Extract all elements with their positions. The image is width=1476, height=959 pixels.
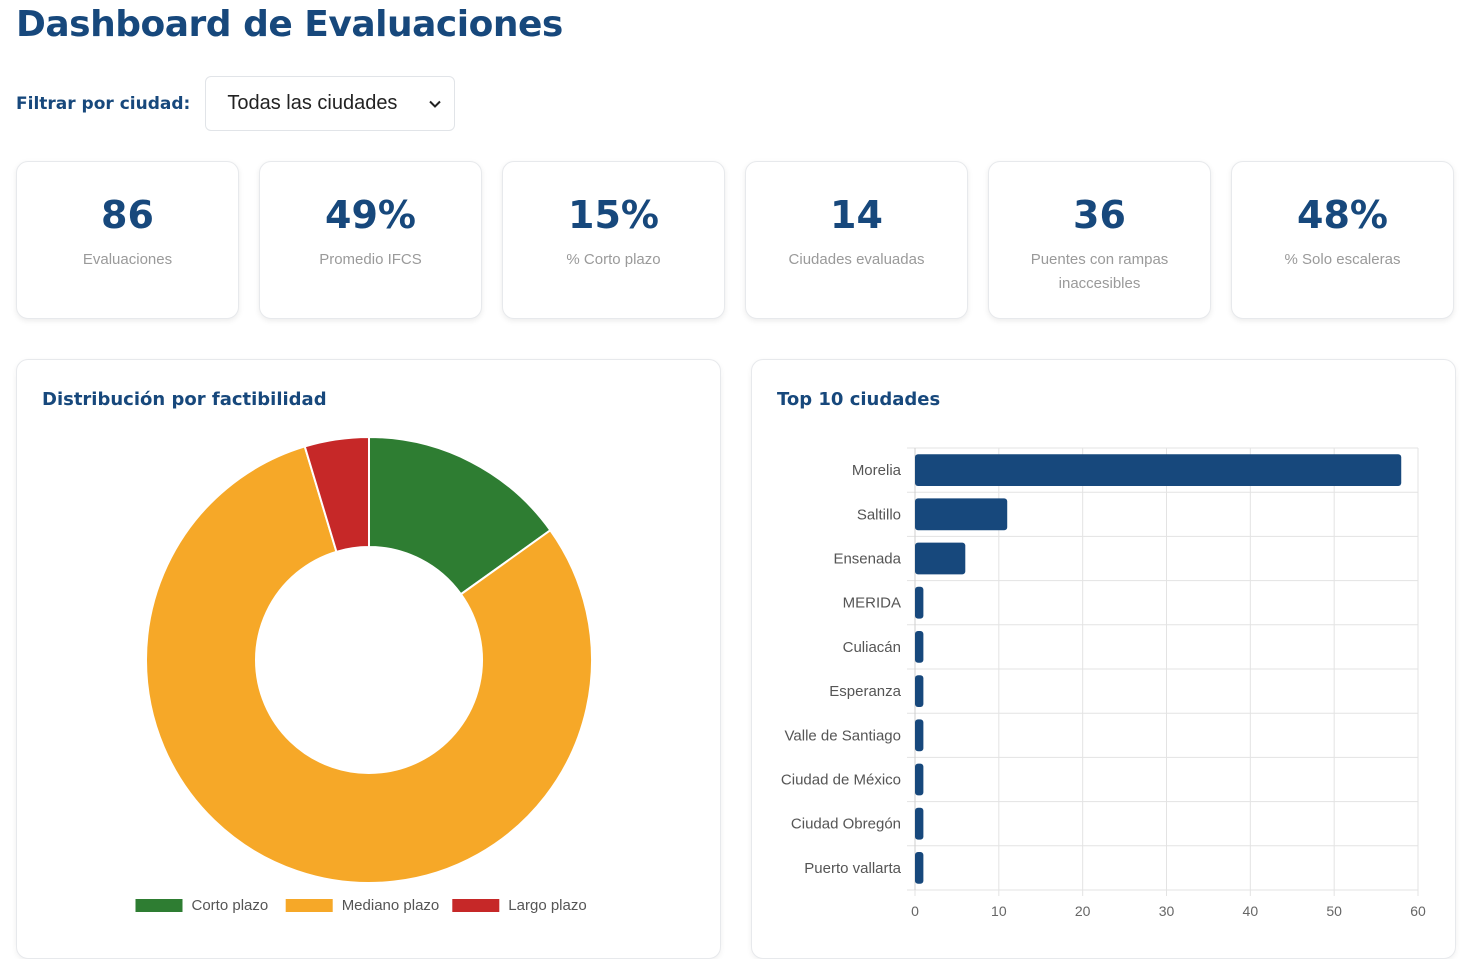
kpi-value: 15%	[568, 193, 659, 237]
donut-slice-0	[368, 435, 552, 596]
bar	[915, 807, 924, 840]
kpi-label: Ciudades evaluadas	[788, 251, 925, 268]
donut-chart: Corto plazo Mediano plazo Largo plazo	[135, 435, 593, 914]
y-tick-label: Culiacán	[843, 639, 901, 656]
y-tick-label: Esperanza	[829, 683, 901, 700]
ciudades-panel: Top 10 ciudades 0 10 20 30 40 50 60 Morelia Salt…	[751, 359, 1456, 959]
bar-chart: 0 10 20 30 40 50 60 Morelia Saltillo Ensenada MERI…	[781, 447, 1426, 919]
bar	[915, 498, 1008, 531]
y-tick-label: Valle de Santiago	[785, 727, 901, 744]
kpi-card-puentes: 36 Puentes con rampas inaccesibles	[988, 161, 1211, 319]
bar	[915, 675, 924, 708]
kpi-value: 48%	[1297, 193, 1388, 237]
kpi-card-corto-plazo: 15% % Corto plazo	[502, 161, 725, 319]
y-tick-label: MERIDA	[843, 595, 901, 612]
kpi-card-promedio-ifcs: 49% Promedio IFCS	[259, 161, 482, 319]
x-tick-label: 60	[1410, 903, 1426, 919]
filter-label: Filtrar por ciudad:	[16, 93, 191, 114]
legend-label: Corto plazo	[192, 897, 269, 914]
panel-title: Distribución por factibilidad	[42, 389, 327, 410]
kpi-value: 49%	[325, 193, 416, 237]
donut-slice-1	[145, 445, 593, 884]
kpi-card-solo-escaleras: 48% % Solo escaleras	[1231, 161, 1454, 319]
kpi-label: % Solo escaleras	[1284, 251, 1401, 268]
y-tick-label: Ensenada	[833, 551, 901, 568]
y-tick-label: Morelia	[852, 462, 902, 479]
panel-title: Top 10 ciudades	[777, 389, 941, 410]
kpi-card-ciudades: 14 Ciudades evaluadas	[745, 161, 968, 319]
legend-label: Largo plazo	[508, 897, 586, 914]
bar	[915, 542, 966, 575]
x-tick-label: 20	[1075, 903, 1091, 919]
chevron-down-icon	[429, 100, 442, 108]
x-tick-label: 50	[1326, 903, 1342, 919]
page-title: Dashboard de Evaluaciones	[16, 4, 563, 45]
city-select-value: Todas las ciudades	[227, 92, 398, 114]
kpi-label: Evaluaciones	[82, 251, 173, 268]
y-tick-label: Ciudad de México	[781, 772, 901, 789]
city-select[interactable]: Todas las ciudades	[205, 76, 456, 131]
kpi-value: 36	[1073, 193, 1126, 237]
x-tick-label: 40	[1243, 903, 1259, 919]
bar	[915, 630, 924, 663]
bar	[915, 719, 924, 752]
bar	[915, 763, 924, 796]
y-tick-label: Saltillo	[857, 506, 901, 523]
legend-swatch	[452, 899, 500, 912]
legend-swatch	[135, 899, 183, 912]
kpi-value: 86	[101, 193, 154, 237]
donut-slice-2	[303, 435, 370, 554]
y-tick-label: Ciudad Obregón	[791, 816, 901, 833]
kpi-label: Promedio IFCS	[319, 251, 422, 268]
kpi-row: 86 Evaluaciones 49% Promedio IFCS 15% % …	[16, 161, 1454, 319]
legend-swatch	[285, 899, 333, 912]
factibilidad-panel: Distribución por factibilidad Corto plaz…	[16, 359, 721, 959]
y-tick-label: Puerto vallarta	[804, 860, 901, 877]
bar	[915, 586, 924, 619]
kpi-card-evaluaciones: 86 Evaluaciones	[16, 161, 239, 319]
bar	[915, 454, 1402, 487]
kpi-label: Puentes con rampas inaccesibles	[1030, 251, 1169, 292]
city-filter: Filtrar por ciudad: Todas las ciudades	[16, 76, 456, 131]
x-tick-label: 10	[991, 903, 1007, 919]
legend-label: Mediano plazo	[342, 897, 440, 914]
x-tick-label: 0	[911, 903, 919, 919]
kpi-label: % Corto plazo	[566, 251, 661, 268]
x-tick-label: 30	[1159, 903, 1175, 919]
bar	[915, 851, 924, 884]
kpi-value: 14	[830, 193, 883, 237]
